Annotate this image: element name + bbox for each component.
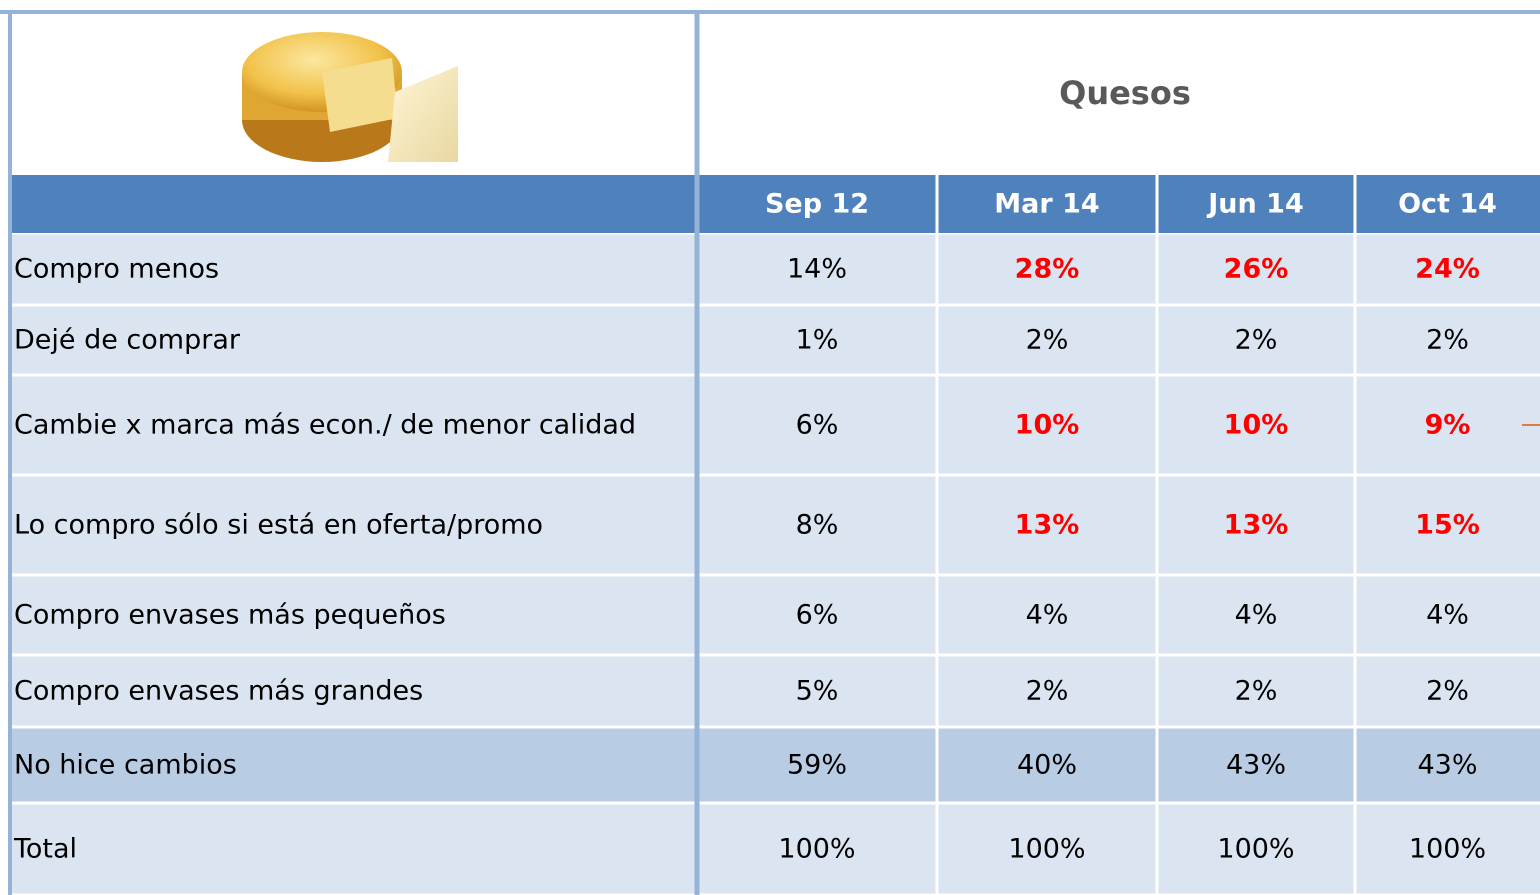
cell-value: 2% (1026, 676, 1069, 707)
cell-value: 15% (1415, 510, 1480, 541)
cell-value: 2% (1426, 325, 1469, 356)
row-label: No hice cambios (14, 750, 237, 781)
row-label: Total (13, 834, 77, 865)
cell-value: 100% (778, 834, 855, 865)
column-header: Sep 12 (765, 189, 869, 220)
cell-value: 43% (1226, 750, 1286, 781)
column-header: Jun 14 (1206, 189, 1303, 220)
row-label: Compro envases más grandes (14, 676, 423, 707)
cell-value: 10% (1224, 410, 1289, 441)
cell-value: 9% (1425, 410, 1471, 441)
cell-value: 100% (1217, 834, 1294, 865)
cell-bg (12, 805, 697, 894)
slide-table: Quesos Sep 12 Mar 14 Jun 14 Oct 14 Compro me… (0, 0, 1540, 895)
cell-value: 13% (1224, 510, 1289, 541)
row-label: Lo compro sólo si está en oferta/promo (14, 510, 543, 541)
cell-value: 4% (1426, 600, 1469, 631)
cell-value: 13% (1015, 510, 1080, 541)
table-title: Quesos (1059, 74, 1191, 112)
cell-value: 2% (1235, 325, 1278, 356)
cell-value: 100% (1409, 834, 1486, 865)
cell-value: 6% (796, 600, 839, 631)
row-label: Dejé de comprar (14, 325, 241, 356)
cell-value: 2% (1235, 676, 1278, 707)
cell-value: 2% (1026, 325, 1069, 356)
cell-value: 8% (796, 510, 839, 541)
cell-value: 2% (1426, 676, 1469, 707)
cell-value: 24% (1415, 254, 1480, 285)
cell-value: 26% (1224, 254, 1289, 285)
cell-value: 1% (796, 325, 839, 356)
cell-value: 100% (1008, 834, 1085, 865)
cell-value: 40% (1017, 750, 1077, 781)
cell-value: 59% (787, 750, 847, 781)
column-header: Mar 14 (994, 189, 1099, 220)
row-label: Compro envases más pequeños (14, 600, 446, 631)
cell-value: 5% (796, 676, 839, 707)
cell-value: 14% (787, 254, 847, 285)
cell-value: 43% (1417, 750, 1477, 781)
cell-value: 28% (1015, 254, 1080, 285)
cell-value: 10% (1015, 410, 1080, 441)
cell-value: 4% (1235, 600, 1278, 631)
row-label: Compro menos (14, 254, 219, 285)
row-label: Cambie x marca más econ./ de menor calid… (14, 410, 636, 441)
cell-value: 4% (1026, 600, 1069, 631)
cell-value: 6% (796, 410, 839, 441)
column-header: Oct 14 (1398, 189, 1497, 220)
